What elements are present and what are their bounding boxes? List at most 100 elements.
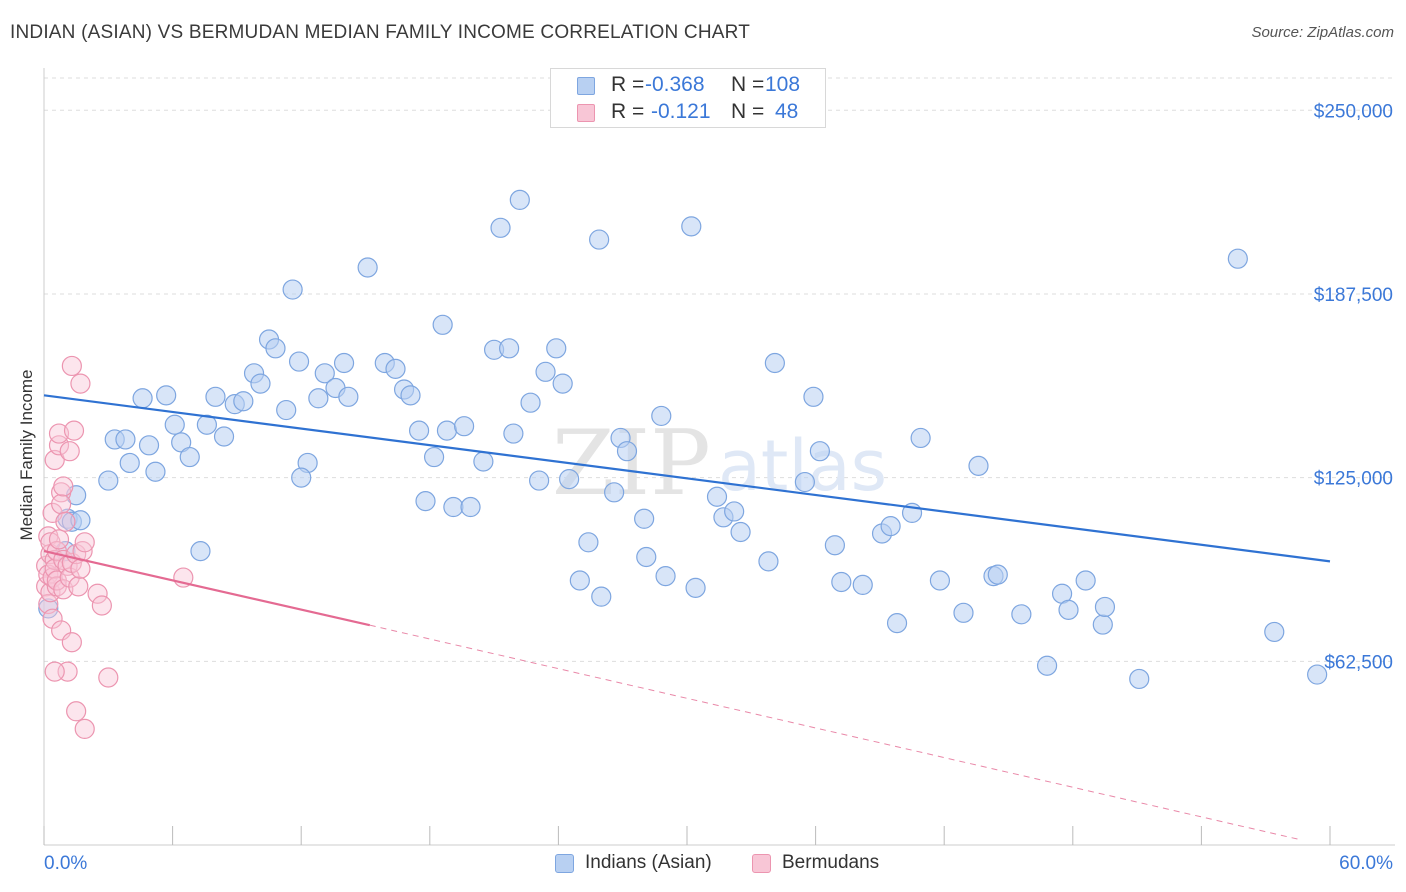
data-point-bermudans <box>51 493 72 515</box>
data-point-indians-asian <box>968 455 989 476</box>
stats-legend: R = -0.368 N = 108 R = -0.121 N = 48 <box>550 68 826 128</box>
data-point-indians-asian <box>1264 621 1285 643</box>
data-point-bermudans <box>59 567 80 588</box>
data-point-bermudans <box>48 435 70 456</box>
data-point-indians-asian <box>764 352 785 374</box>
data-point-indians-asian <box>1036 655 1058 676</box>
data-point-indians-asian <box>910 427 931 449</box>
data-point-indians-asian <box>794 471 815 493</box>
data-point-indians-asian <box>357 257 378 278</box>
data-point-indians-asian <box>443 496 464 518</box>
data-point-bermudans <box>66 701 87 722</box>
data-point-indians-asian <box>436 420 458 441</box>
axes <box>43 68 1395 846</box>
data-point-indians-asian <box>314 363 335 384</box>
watermark: ZIP atlas <box>552 411 887 516</box>
data-point-bermudans <box>55 511 76 532</box>
n-label: N = <box>731 73 765 96</box>
legend-swatch-pink <box>577 104 595 122</box>
data-point-indians-asian <box>987 564 1008 585</box>
data-point-indians-asian <box>196 414 217 435</box>
data-point-indians-asian <box>604 482 625 503</box>
data-point-indians-asian <box>265 338 286 359</box>
data-point-indians-asian <box>529 470 550 491</box>
data-point-indians-asian <box>282 279 303 300</box>
series-legend: Indians (Asian) Bermudans <box>0 850 1406 878</box>
x-tick-label-min: 0.0% <box>44 853 87 874</box>
data-point-indians-asian <box>803 386 824 407</box>
data-point-indians-asian <box>929 570 951 591</box>
data-point-bermudans <box>44 661 65 682</box>
data-point-bermudans <box>98 667 119 688</box>
data-point-indians-asian <box>490 217 511 238</box>
r-label: R = <box>611 73 645 96</box>
y-tick-label: $62,500 <box>1324 652 1393 673</box>
data-point-indians-asian <box>408 420 430 441</box>
data-point-indians-asian <box>233 391 254 412</box>
trendline-bermudans <box>43 550 371 627</box>
data-point-indians-asian <box>685 577 706 598</box>
data-point-bermudans <box>87 583 108 604</box>
data-point-indians-asian <box>98 470 119 491</box>
data-point-indians-asian <box>145 461 166 482</box>
data-point-indians-asian <box>880 516 901 537</box>
data-point-indians-asian <box>70 510 91 531</box>
data-point-indians-asian <box>213 426 235 447</box>
data-point-indians-asian <box>589 229 610 250</box>
data-point-indians-asian <box>681 216 702 237</box>
data-point-indians-asian <box>831 571 852 593</box>
data-point-indians-asian <box>432 314 453 335</box>
data-point-indians-asian <box>415 491 436 512</box>
data-point-indians-asian <box>400 385 421 406</box>
data-point-indians-asian <box>886 613 908 634</box>
data-point-indians-asian <box>1227 248 1248 269</box>
data-point-bermudans <box>68 576 89 597</box>
data-point-indians-asian <box>636 546 657 568</box>
trendline-bermudans-extension <box>369 624 1298 840</box>
data-point-indians-asian <box>1075 570 1096 591</box>
x-tick-labels: 0.0% 60.0% <box>44 853 1393 874</box>
data-point-indians-asian <box>651 405 672 427</box>
data-point-indians-asian <box>119 452 140 474</box>
data-point-bermudans <box>40 582 61 603</box>
source-label: Source: ZipAtlas.com <box>1251 24 1394 41</box>
data-point-indians-asian <box>569 570 590 591</box>
data-point-indians-asian <box>809 441 830 462</box>
stats-row-indians: R = -0.368 N = 108 <box>551 73 825 99</box>
data-point-indians-asian <box>591 586 612 607</box>
n-label: N = <box>731 100 765 123</box>
data-point-indians-asian <box>578 532 599 553</box>
data-point-indians-asian <box>509 189 530 211</box>
data-point-indians-asian <box>423 446 445 468</box>
data-point-indians-asian <box>473 451 494 472</box>
data-point-bermudans <box>53 579 74 600</box>
data-point-bermudans <box>48 529 70 550</box>
data-point-indians-asian <box>291 467 312 488</box>
x-tick-label-max: 60.0% <box>1339 853 1393 874</box>
r-value: -0.121 <box>651 100 711 123</box>
data-point-indians-asian <box>824 535 845 556</box>
data-point-indians-asian <box>156 385 177 406</box>
data-point-bermudans <box>74 718 95 740</box>
data-point-indians-asian <box>308 388 329 409</box>
data-point-indians-asian <box>138 435 160 456</box>
data-point-indians-asian <box>453 416 475 437</box>
data-point-bermudans <box>53 476 74 497</box>
data-point-bermudans <box>59 441 80 462</box>
trendline-indians-asian <box>43 394 1331 563</box>
n-value: 108 <box>765 73 801 96</box>
data-point-indians-asian <box>1011 604 1032 625</box>
data-point-bermudans <box>63 420 85 441</box>
r-value: -0.368 <box>645 73 705 96</box>
data-point-indians-asian <box>520 392 541 413</box>
r-label: R = <box>611 100 645 123</box>
data-point-indians-asian <box>499 338 520 359</box>
data-point-indians-asian <box>546 338 567 359</box>
legend-swatch-pink <box>752 854 771 873</box>
data-point-indians-asian <box>385 358 406 379</box>
y-tick-label: $187,500 <box>1314 285 1393 306</box>
data-point-bermudans <box>61 632 82 653</box>
chart-title: INDIAN (ASIAN) VS BERMUDAN MEDIAN FAMILY… <box>10 22 751 43</box>
data-point-indians-asian <box>1092 614 1113 635</box>
